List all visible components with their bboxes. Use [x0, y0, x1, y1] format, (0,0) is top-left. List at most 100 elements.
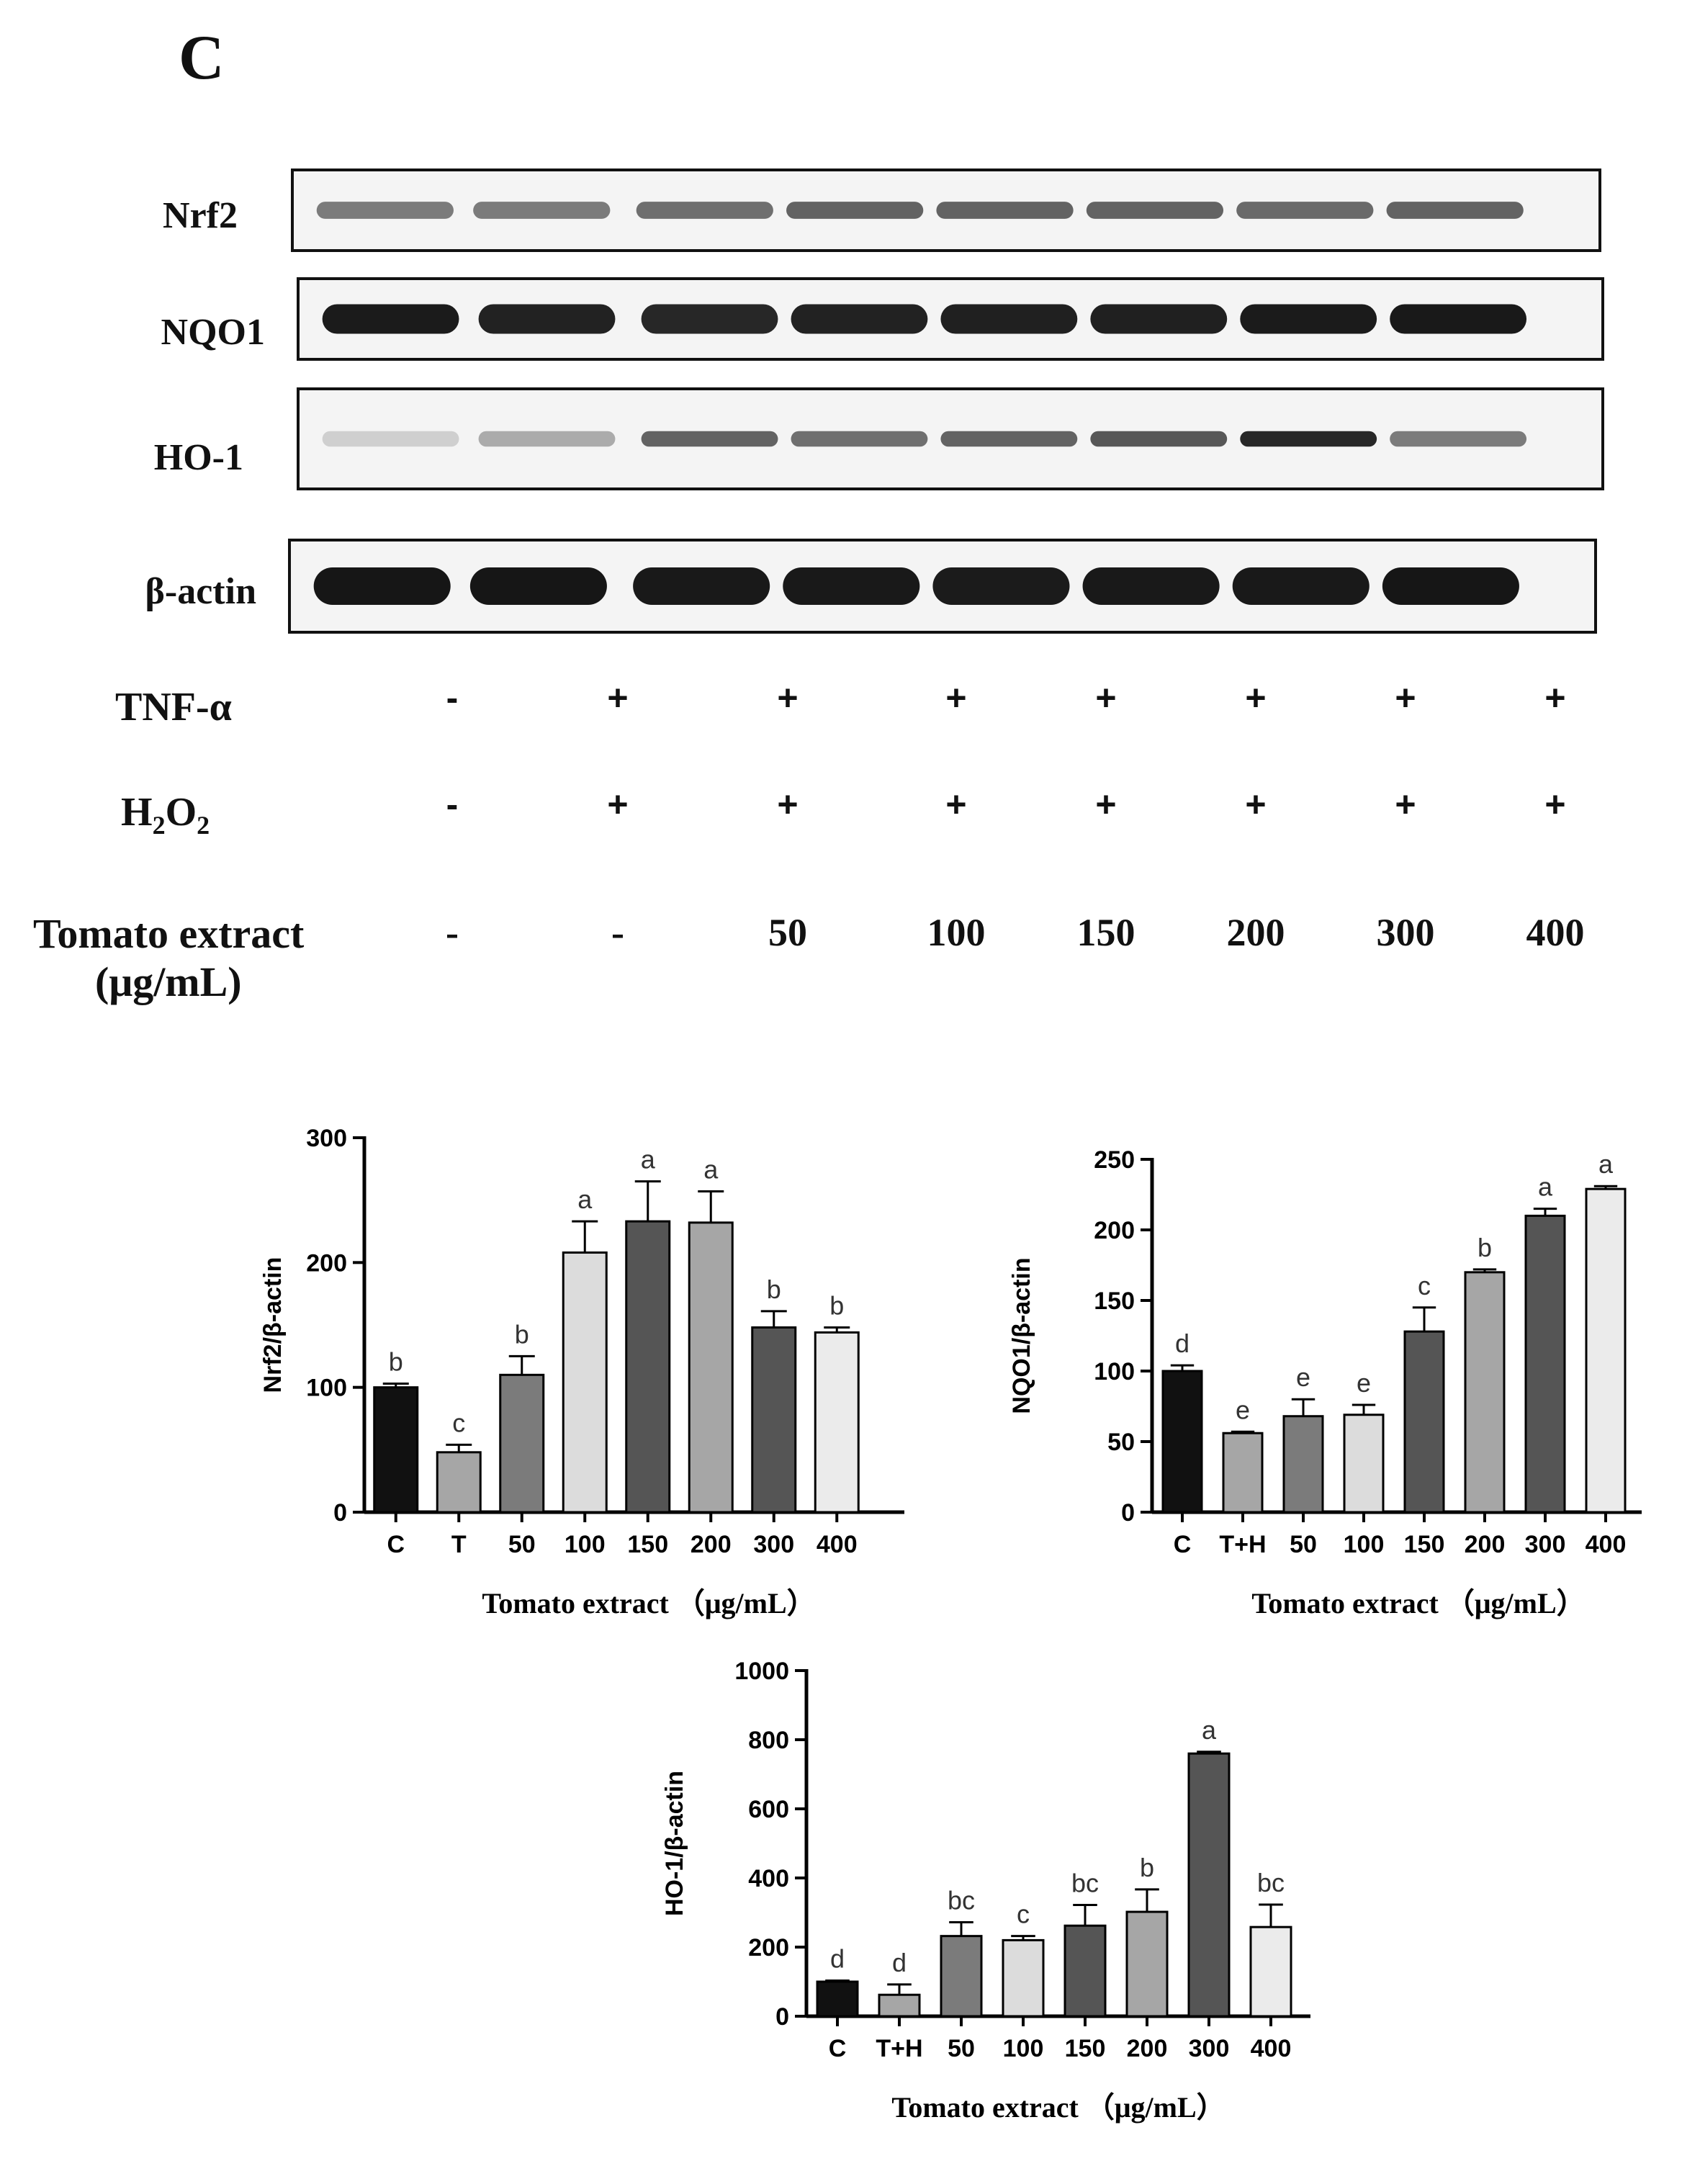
bar-C	[1161, 1370, 1203, 1514]
tomato-dose-lane-6: 200	[1226, 911, 1285, 954]
blot-band-β-actin-lane-4	[783, 567, 920, 606]
y-tick-label: 400	[748, 1865, 789, 1892]
h2o2-mark-lane-3: +	[777, 784, 799, 824]
sig-letter-50: e	[1296, 1362, 1310, 1392]
blot-strip-ho1	[297, 387, 1604, 490]
blot-band-HO-1-lane-8	[1390, 431, 1527, 447]
sig-letter-200: b	[1140, 1853, 1154, 1882]
sig-letter-300: a	[1538, 1172, 1553, 1202]
bar-T+H	[1222, 1432, 1264, 1514]
blot-label-actin: β-actin	[145, 571, 256, 612]
blot-band-HO-1-lane-1	[322, 431, 459, 447]
blot-band-Nrf2-lane-6	[1086, 202, 1224, 219]
sig-letter-100: c	[1017, 1900, 1030, 1929]
blot-band-NQO1-lane-4	[791, 304, 928, 334]
panel-letter: C	[179, 23, 225, 93]
blot-band-β-actin-lane-8	[1382, 567, 1519, 606]
bar-50	[499, 1373, 545, 1514]
y-axis-label: Nrf2/β-actin	[259, 1257, 287, 1393]
blot-band-β-actin-lane-5	[932, 567, 1070, 606]
tomato-extract-label: Tomato extract (μg/mL)	[33, 910, 304, 1006]
tomato-extract-label-line2: (μg/mL)	[95, 958, 242, 1005]
blot-label-nrf2: Nrf2	[163, 195, 238, 236]
x-axis-label: Tomato extract （μg/mL）	[482, 1587, 815, 1619]
blot-band-NQO1-lane-7	[1240, 304, 1377, 334]
x-tick-label-300: 300	[753, 1531, 794, 1558]
blot-band-NQO1-lane-1	[322, 304, 459, 334]
x-tick-label-T+H: T+H	[1219, 1531, 1266, 1558]
blot-strip-nrf2	[291, 168, 1601, 252]
x-tick-label-150: 150	[627, 1531, 668, 1558]
y-tick-label: 1000	[734, 1658, 789, 1685]
sig-letter-150: a	[641, 1145, 656, 1174]
sig-letter-C: b	[389, 1347, 403, 1376]
tnf-mark-lane-5: +	[1095, 678, 1117, 718]
tomato-dose-lane-7: 300	[1376, 911, 1435, 954]
sig-letter-T+H: e	[1236, 1395, 1250, 1424]
h2o2-mark-lane-2: +	[607, 784, 629, 824]
sig-letter-150: bc	[1071, 1868, 1099, 1897]
bar-400	[1249, 1925, 1292, 2018]
blot-band-NQO1-lane-6	[1090, 304, 1228, 334]
bar-100	[1343, 1414, 1385, 1514]
sig-letter-50: b	[515, 1319, 529, 1349]
x-tick-label-200: 200	[1127, 2035, 1168, 2062]
sig-letter-150: c	[1418, 1271, 1431, 1300]
tomato-dose-lane-1: -	[446, 911, 459, 954]
blot-bands-actin	[313, 567, 1519, 606]
sig-letter-C: d	[1175, 1329, 1189, 1358]
blot-band-NQO1-lane-8	[1390, 304, 1527, 334]
bar-150	[1063, 1924, 1107, 2018]
bar-50	[940, 1935, 983, 2018]
blot-band-β-actin-lane-1	[313, 567, 451, 606]
h2o2-label: H2O2	[121, 790, 210, 840]
blot-band-HO-1-lane-2	[478, 431, 616, 447]
x-tick-label-T: T	[451, 1531, 467, 1558]
bar-300	[1187, 1752, 1231, 2018]
tnf-label: TNF-α	[115, 685, 232, 729]
blot-band-NQO1-lane-3	[641, 304, 778, 334]
x-tick-label-200: 200	[691, 1531, 732, 1558]
x-axis-label: Tomato extract （μg/mL）	[891, 2091, 1225, 2124]
bar-150	[1403, 1330, 1445, 1514]
blot-bands-ho1	[322, 431, 1527, 447]
bar-C	[373, 1386, 419, 1514]
blot-bands-nrf2	[316, 202, 1524, 219]
y-tick-label: 0	[333, 1499, 347, 1527]
blot-band-β-actin-lane-2	[469, 567, 607, 606]
x-tick-label-400: 400	[1586, 1531, 1627, 1558]
bar-100	[1002, 1938, 1045, 2018]
sig-letter-400: bc	[1257, 1868, 1285, 1897]
bar-T+H	[878, 1993, 921, 2018]
x-tick-label-400: 400	[1251, 2035, 1292, 2062]
bar-200	[688, 1221, 734, 1514]
bar-100	[562, 1251, 608, 1514]
y-tick-label: 100	[306, 1375, 347, 1402]
x-tick-label-100: 100	[565, 1531, 606, 1558]
y-tick-label: 50	[1107, 1429, 1135, 1456]
blot-band-HO-1-lane-6	[1090, 431, 1228, 447]
x-tick-label-150: 150	[1065, 2035, 1106, 2062]
bar-400	[1585, 1187, 1627, 1514]
x-tick-label-C: C	[829, 2035, 847, 2062]
blot-label-ho1: HO-1	[153, 437, 243, 478]
y-tick-label: 800	[748, 1727, 789, 1754]
y-tick-label: 200	[748, 1934, 789, 1961]
blot-band-Nrf2-lane-3	[636, 202, 773, 219]
blot-band-Nrf2-lane-4	[786, 202, 924, 219]
blot-band-Nrf2-lane-2	[473, 202, 611, 219]
bar-300	[751, 1326, 797, 1514]
y-tick-label: 300	[306, 1125, 347, 1152]
blot-band-Nrf2-lane-7	[1236, 202, 1374, 219]
y-tick-label: 150	[1094, 1288, 1135, 1315]
blot-band-β-actin-lane-3	[633, 567, 770, 606]
x-tick-label-300: 300	[1525, 1531, 1566, 1558]
tomato-dose-lane-3: 50	[768, 911, 807, 954]
sig-letter-400: a	[1598, 1149, 1614, 1179]
bar-200	[1125, 1910, 1169, 2018]
blot-band-HO-1-lane-7	[1240, 431, 1377, 447]
blot-strip-actin	[288, 539, 1597, 634]
blot-band-β-actin-lane-6	[1082, 567, 1220, 606]
h2o2-mark-lane-8: +	[1544, 784, 1566, 824]
x-tick-label-100: 100	[1344, 1531, 1385, 1558]
